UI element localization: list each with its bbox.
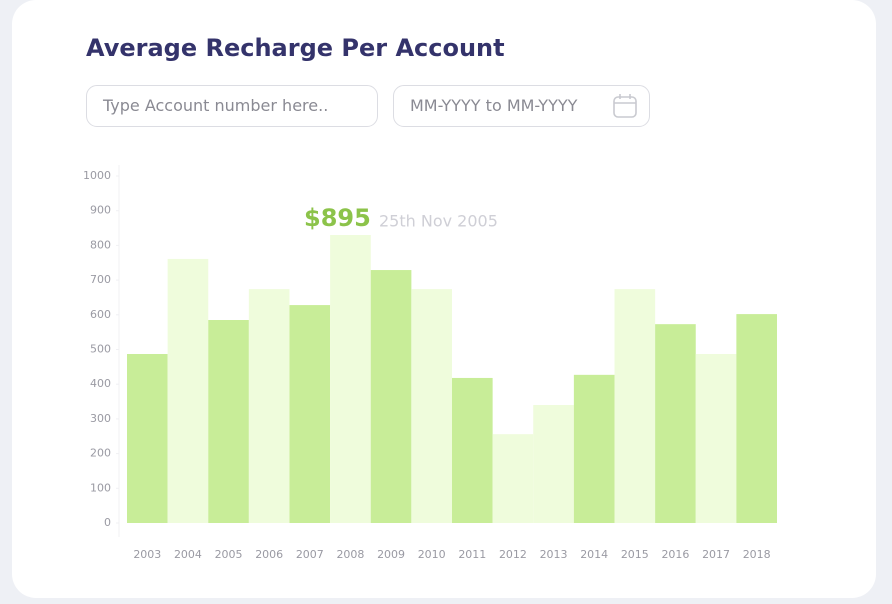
y-tick-label: 300 <box>90 412 111 425</box>
bar <box>614 289 656 523</box>
date-input[interactable]: MM-YYYY to MM-YYYY <box>393 85 650 127</box>
y-tick-label: 900 <box>90 204 111 217</box>
x-tick-label: 2014 <box>580 548 608 561</box>
bar <box>411 289 452 523</box>
x-tick-label: 2011 <box>458 548 486 561</box>
y-tick-label: 600 <box>90 308 111 321</box>
date-placeholder: MM-YYYY to MM-YYYY <box>410 96 578 115</box>
y-tick-label: 500 <box>90 343 111 356</box>
x-tick-label: 2003 <box>133 548 161 561</box>
y-tick-label: 0 <box>104 516 111 529</box>
bar <box>370 270 412 523</box>
y-tick-label: 400 <box>90 377 111 390</box>
annotation-amount: $895 <box>304 204 371 232</box>
y-tick-label: 200 <box>90 447 111 460</box>
bar <box>127 354 168 523</box>
x-tick-label: 2008 <box>336 548 364 561</box>
bar <box>330 234 371 524</box>
x-tick-label: 2016 <box>661 548 689 561</box>
x-tick-label: 2005 <box>215 548 243 561</box>
bar <box>736 314 777 523</box>
x-tick-label: 2009 <box>377 548 405 561</box>
calendar-icon <box>613 94 637 118</box>
x-tick-label: 2012 <box>499 548 527 561</box>
bar <box>655 324 696 523</box>
x-tick-label: 2013 <box>540 548 568 561</box>
x-tick-label: 2018 <box>743 548 771 561</box>
bar <box>573 374 615 523</box>
chart-title: Average Recharge Per Account <box>86 34 505 62</box>
x-tick-label: 2007 <box>296 548 324 561</box>
bar <box>492 434 534 523</box>
y-tick-label: 800 <box>90 238 111 251</box>
x-tick-label: 2017 <box>702 548 730 561</box>
bar <box>208 320 249 523</box>
y-tick-label: 100 <box>90 481 111 494</box>
x-tick-label: 2006 <box>255 548 283 561</box>
account-input[interactable]: Type Account number here.. <box>86 85 378 127</box>
bar <box>695 354 737 523</box>
x-tick-label: 2010 <box>418 548 446 561</box>
x-tick-label: 2004 <box>174 548 202 561</box>
y-tick-label: 1000 <box>83 169 111 182</box>
bar <box>533 405 574 523</box>
bar <box>167 258 209 523</box>
annotation-date: 25th Nov 2005 <box>379 212 498 231</box>
bar <box>248 289 290 523</box>
y-tick-label: 700 <box>90 273 111 286</box>
bar <box>289 305 331 523</box>
x-tick-label: 2015 <box>621 548 649 561</box>
bar <box>452 377 493 523</box>
